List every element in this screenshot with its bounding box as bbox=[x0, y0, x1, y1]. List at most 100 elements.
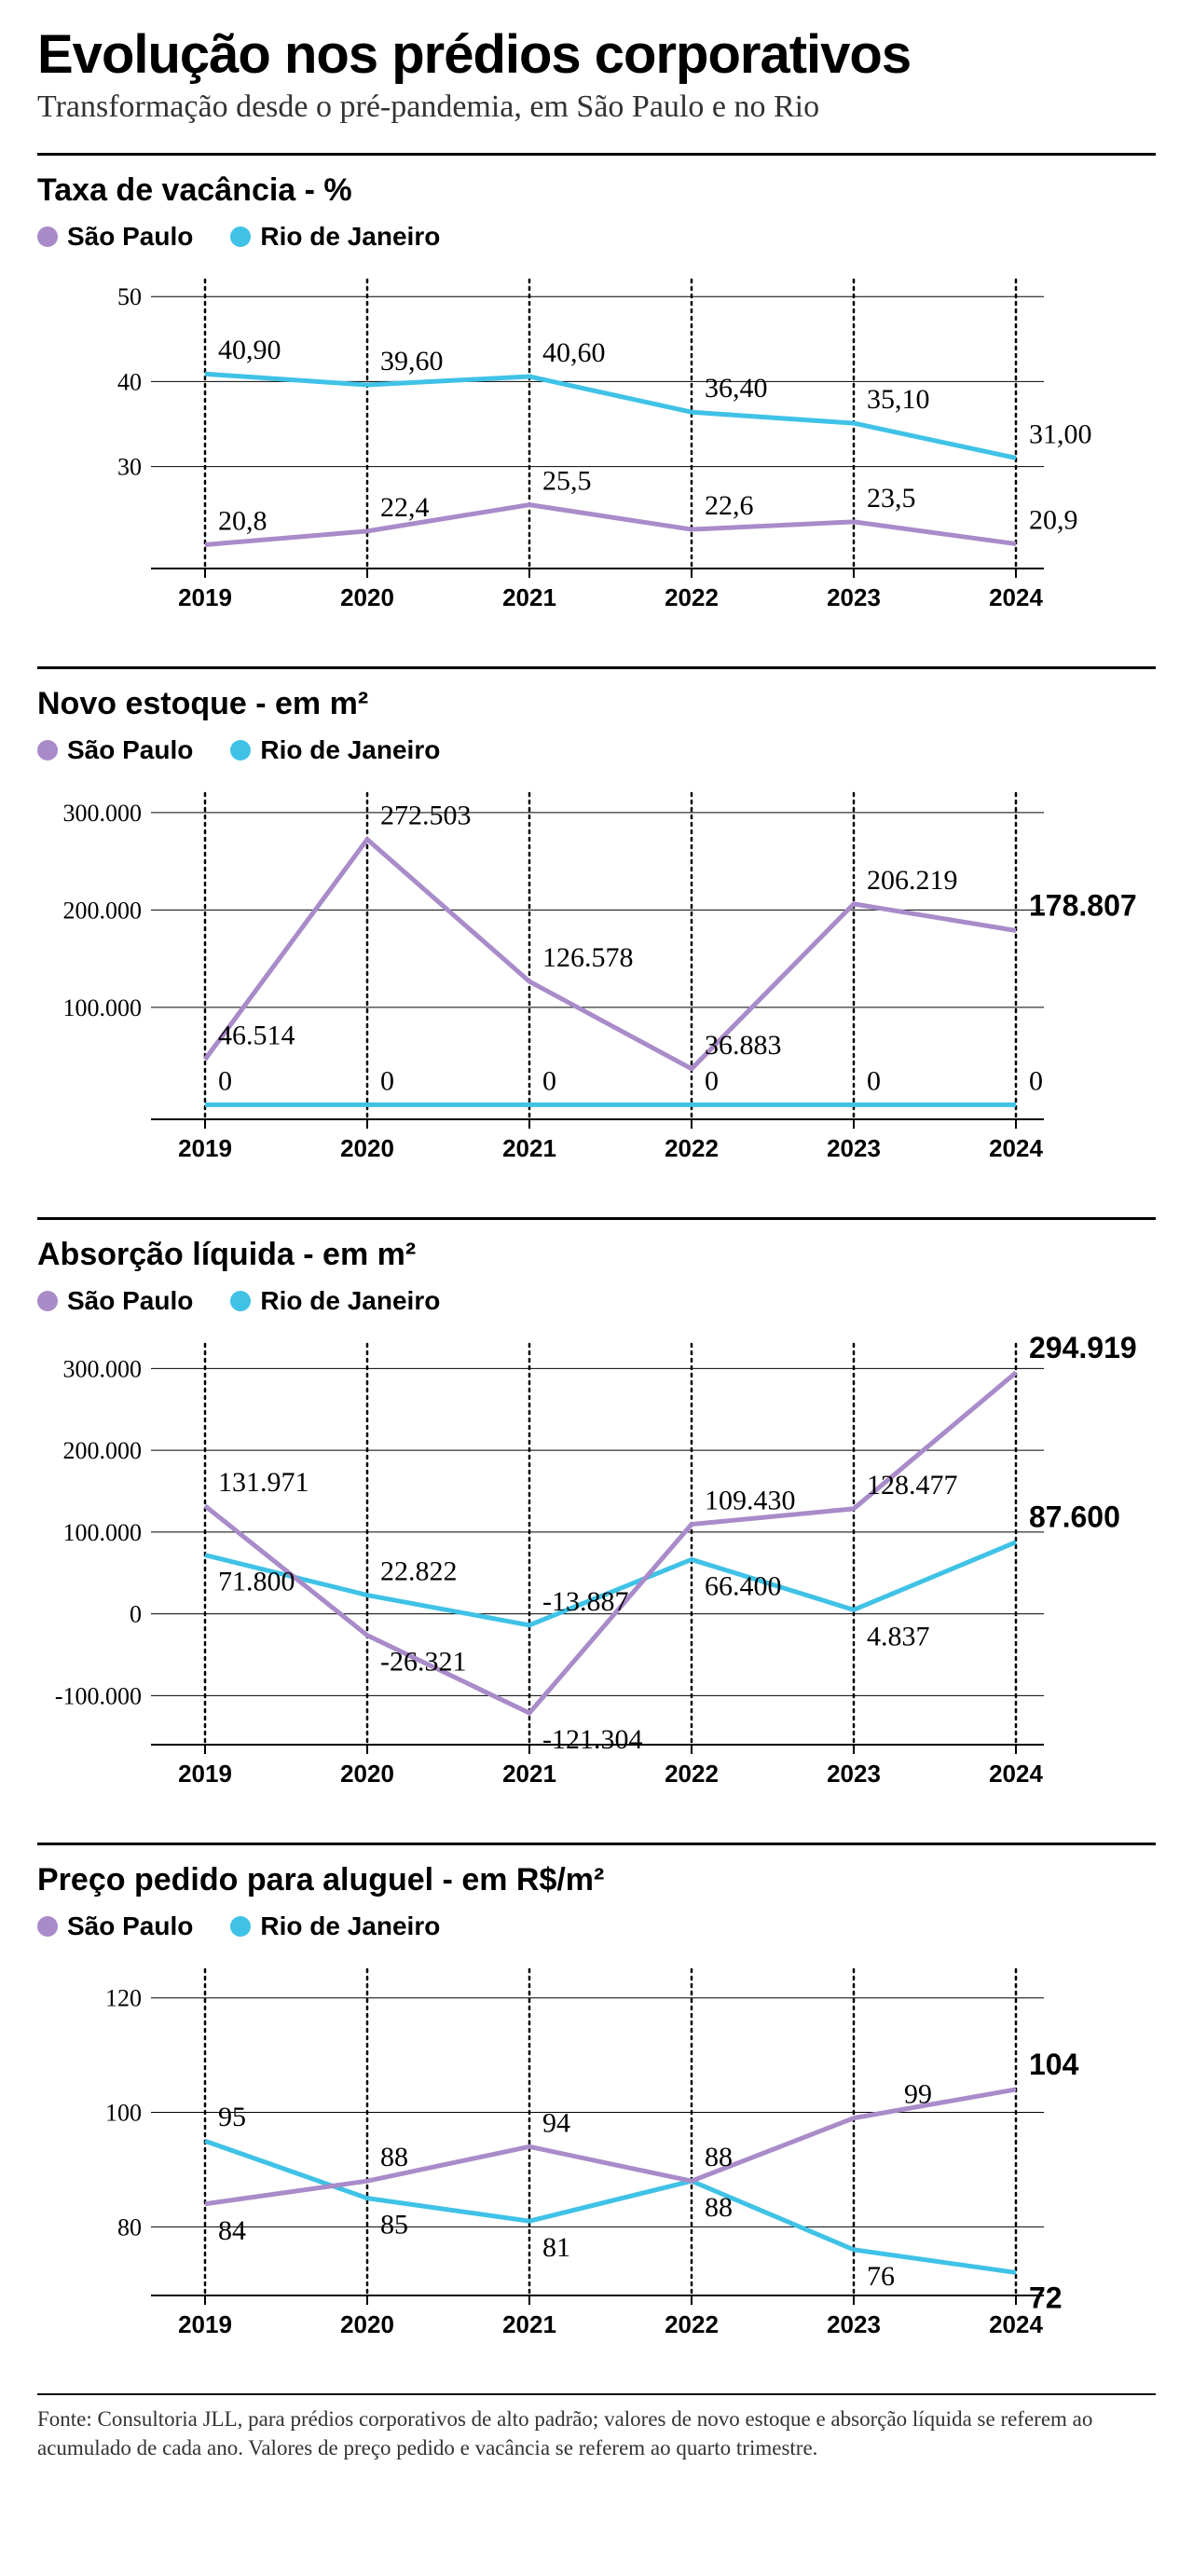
svg-text:0: 0 bbox=[705, 1065, 719, 1096]
svg-text:294.919: 294.919 bbox=[1029, 1335, 1137, 1364]
charts-container: Taxa de vacância - %São PauloRio de Jane… bbox=[37, 153, 1156, 2356]
svg-text:40,60: 40,60 bbox=[542, 337, 606, 368]
legend: São Paulo Rio de Janeiro bbox=[37, 222, 1156, 252]
svg-text:80: 80 bbox=[117, 2213, 142, 2240]
legend: São Paulo Rio de Janeiro bbox=[37, 735, 1156, 765]
svg-text:71.800: 71.800 bbox=[218, 1567, 295, 1597]
legend-dot-icon bbox=[37, 740, 58, 760]
svg-text:104: 104 bbox=[1029, 2048, 1079, 2081]
svg-text:76: 76 bbox=[867, 2261, 895, 2292]
chart-section-stock: Novo estoque - em m²São PauloRio de Jane… bbox=[37, 666, 1156, 1180]
svg-text:2021: 2021 bbox=[502, 583, 556, 611]
svg-text:0: 0 bbox=[130, 1601, 142, 1628]
svg-text:87.600: 87.600 bbox=[1029, 1500, 1120, 1534]
svg-text:100: 100 bbox=[105, 2100, 142, 2127]
svg-text:88: 88 bbox=[380, 2142, 408, 2172]
svg-text:109.430: 109.430 bbox=[705, 1486, 796, 1516]
legend-dot-icon bbox=[230, 1291, 251, 1311]
svg-text:30: 30 bbox=[117, 454, 142, 481]
svg-text:94: 94 bbox=[542, 2107, 570, 2138]
legend-label: Rio de Janeiro bbox=[260, 1286, 440, 1316]
svg-text:95: 95 bbox=[218, 2102, 246, 2132]
legend: São Paulo Rio de Janeiro bbox=[37, 1286, 1156, 1316]
svg-text:2022: 2022 bbox=[665, 583, 719, 611]
legend-item-rio: Rio de Janeiro bbox=[230, 1911, 440, 1941]
svg-text:2024: 2024 bbox=[989, 2310, 1043, 2338]
svg-text:0: 0 bbox=[380, 1065, 394, 1096]
chart-title: Preço pedido para aluguel - em R$/m² bbox=[37, 1862, 1156, 1898]
svg-text:0: 0 bbox=[218, 1065, 232, 1096]
svg-text:23,5: 23,5 bbox=[867, 483, 916, 514]
svg-text:88: 88 bbox=[705, 2142, 733, 2172]
svg-text:2019: 2019 bbox=[178, 583, 232, 611]
svg-text:40,90: 40,90 bbox=[218, 335, 281, 365]
legend-label: São Paulo bbox=[67, 1911, 193, 1941]
legend-label: Rio de Janeiro bbox=[260, 735, 440, 765]
svg-text:2020: 2020 bbox=[340, 583, 394, 611]
legend-item-sp: São Paulo bbox=[37, 735, 193, 765]
svg-text:131.971: 131.971 bbox=[218, 1467, 309, 1498]
svg-text:-13.887: -13.887 bbox=[542, 1586, 629, 1617]
legend-dot-icon bbox=[37, 1916, 58, 1937]
svg-text:2024: 2024 bbox=[989, 583, 1043, 611]
svg-text:178.807: 178.807 bbox=[1029, 889, 1137, 923]
svg-text:300.000: 300.000 bbox=[63, 800, 143, 827]
legend-item-sp: São Paulo bbox=[37, 1286, 193, 1316]
svg-text:2023: 2023 bbox=[827, 1134, 881, 1162]
svg-text:22,6: 22,6 bbox=[705, 490, 754, 521]
svg-text:2019: 2019 bbox=[178, 1760, 232, 1788]
svg-text:300.000: 300.000 bbox=[63, 1355, 143, 1382]
main-title: Evolução nos prédios corporativos bbox=[37, 28, 1156, 82]
svg-text:-26.321: -26.321 bbox=[380, 1647, 467, 1678]
legend-item-sp: São Paulo bbox=[37, 222, 193, 252]
svg-text:2020: 2020 bbox=[340, 1760, 394, 1788]
svg-text:2023: 2023 bbox=[827, 583, 881, 611]
footnote: Fonte: Consultoria JLL, para prédios cor… bbox=[37, 2393, 1156, 2462]
svg-text:84: 84 bbox=[218, 2215, 246, 2246]
svg-text:0: 0 bbox=[1029, 1065, 1043, 1096]
legend-label: Rio de Janeiro bbox=[260, 222, 440, 252]
svg-text:22.822: 22.822 bbox=[380, 1556, 458, 1587]
svg-text:2020: 2020 bbox=[340, 1134, 394, 1162]
svg-text:2024: 2024 bbox=[989, 1134, 1043, 1162]
chart-section-vacancy: Taxa de vacância - %São PauloRio de Jane… bbox=[37, 153, 1156, 629]
svg-text:2021: 2021 bbox=[502, 1134, 556, 1162]
svg-text:200.000: 200.000 bbox=[63, 897, 143, 924]
svg-text:-100.000: -100.000 bbox=[55, 1682, 142, 1709]
svg-text:25,5: 25,5 bbox=[542, 466, 592, 497]
chart-section-price: Preço pedido para aluguel - em R$/m² São … bbox=[37, 1843, 1156, 2356]
svg-text:50: 50 bbox=[117, 283, 142, 310]
svg-text:4.837: 4.837 bbox=[867, 1621, 930, 1651]
svg-text:200.000: 200.000 bbox=[63, 1437, 143, 1464]
svg-text:22,4: 22,4 bbox=[380, 492, 430, 523]
legend-label: São Paulo bbox=[67, 735, 193, 765]
svg-text:120: 120 bbox=[105, 1985, 142, 2012]
svg-text:126.578: 126.578 bbox=[542, 942, 634, 973]
chart-svg: 8010012020192020202120222023202495858188… bbox=[37, 1960, 1156, 2351]
svg-text:2023: 2023 bbox=[827, 2310, 881, 2338]
svg-text:81: 81 bbox=[542, 2232, 570, 2263]
chart-plot: -100.000 0 100.000 200.000 300.000 2019 2020 20… bbox=[37, 1335, 1156, 1805]
legend-dot-icon bbox=[230, 740, 251, 760]
svg-text:88: 88 bbox=[705, 2192, 733, 2223]
legend-item-sp: São Paulo bbox=[37, 1911, 193, 1941]
svg-text:20,8: 20,8 bbox=[218, 505, 267, 536]
chart-plot: 30405020192020202120222023202440,9039,60… bbox=[37, 270, 1156, 629]
svg-text:2021: 2021 bbox=[502, 1760, 556, 1788]
chart-svg: 100.000200.000300.0002019202020212022202… bbox=[37, 784, 1156, 1175]
svg-text:2023: 2023 bbox=[827, 1760, 881, 1788]
svg-text:66.400: 66.400 bbox=[705, 1570, 782, 1601]
svg-text:100.000: 100.000 bbox=[63, 1519, 143, 1546]
legend-dot-icon bbox=[37, 226, 58, 247]
legend-dot-icon bbox=[230, 1916, 251, 1937]
svg-text:35,10: 35,10 bbox=[867, 384, 930, 415]
chart-title: Absorção líquida - em m² bbox=[37, 1237, 1156, 1273]
svg-text:31,00: 31,00 bbox=[1029, 418, 1092, 449]
svg-text:36,40: 36,40 bbox=[705, 373, 768, 404]
svg-text:0: 0 bbox=[542, 1065, 556, 1096]
chart-section-absorption: Absorção líquida - em m² São Paulo Rio de … bbox=[37, 1217, 1156, 1805]
svg-text:272.503: 272.503 bbox=[380, 801, 472, 831]
svg-text:99: 99 bbox=[904, 2079, 932, 2110]
svg-text:46.514: 46.514 bbox=[218, 1021, 295, 1051]
svg-text:2024: 2024 bbox=[989, 1760, 1043, 1788]
